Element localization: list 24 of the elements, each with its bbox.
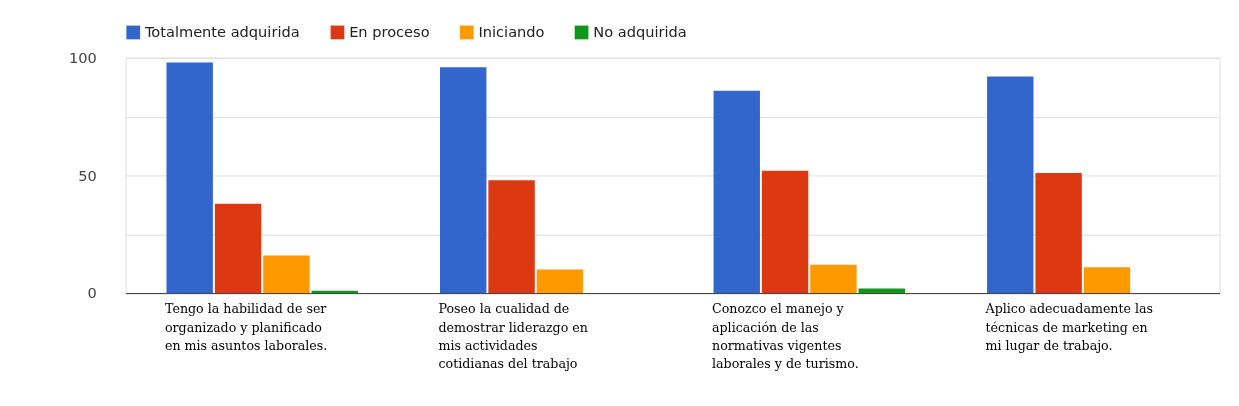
bar [488,180,535,294]
legend-label: Iniciando [478,23,545,41]
y-tick-label: 100 [68,49,97,67]
bar [166,62,213,294]
bar [761,170,809,294]
x-tick-label: Poseo la cualidad de demostrar liderazgo en mis actividades cotidianas del trabajo [438,301,588,372]
legend-label: Totalmente adquirida [143,23,300,41]
bar [263,255,310,294]
bar [810,264,857,294]
bar [214,203,262,294]
bar [1035,173,1082,294]
x-tick-label: Aplico adecuadamente las técnicas de marketing en mi lugar de trabajo. [984,301,1154,353]
bar [987,76,1034,294]
bar [440,67,487,294]
bar [713,90,760,294]
x-tick-label: Tengo la habilidad de ser organizado y planificado en mis asuntos laborales. [164,301,328,353]
legend-label: En proceso [349,23,430,41]
bar [858,288,905,294]
y-tick-label: 0 [87,284,97,302]
bar [536,269,584,294]
y-tick-label: 50 [78,166,97,184]
x-tick-label: Conozco el manejo y aplicación de las normativas vigentes laborales y de turismo. [712,301,859,372]
legend-label: No adquirida [593,23,687,41]
bar [1083,267,1131,294]
